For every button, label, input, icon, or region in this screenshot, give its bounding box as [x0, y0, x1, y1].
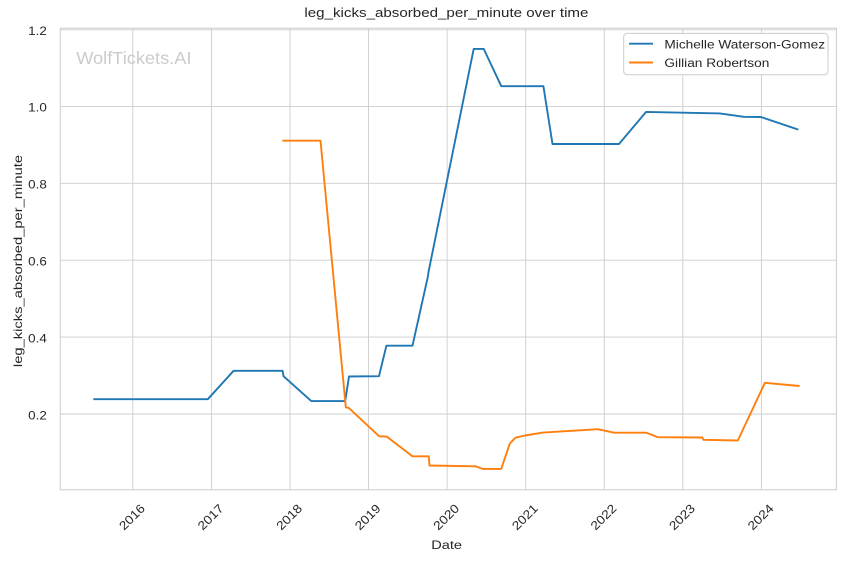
svg-text:WolfTickets.AI: WolfTickets.AI: [76, 49, 191, 69]
svg-text:0.6: 0.6: [28, 254, 47, 268]
svg-text:1.2: 1.2: [28, 24, 47, 38]
svg-text:1.0: 1.0: [28, 100, 47, 114]
svg-text:0.4: 0.4: [28, 331, 47, 345]
svg-text:leg_kicks_absorbed_per_minute: leg_kicks_absorbed_per_minute over time: [304, 5, 588, 20]
svg-text:leg_kicks_absorbed_per_minute: leg_kicks_absorbed_per_minute: [11, 155, 25, 367]
svg-text:Date: Date: [431, 538, 462, 552]
svg-text:0.8: 0.8: [28, 177, 47, 191]
svg-text:Michelle Waterson-Gomez: Michelle Waterson-Gomez: [664, 37, 825, 51]
svg-text:0.2: 0.2: [28, 408, 47, 422]
svg-text:Gillian Robertson: Gillian Robertson: [664, 56, 769, 70]
